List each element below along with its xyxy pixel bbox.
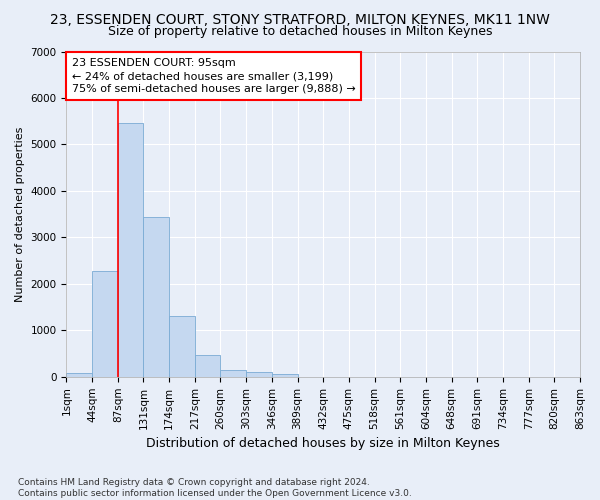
Bar: [195, 356, 220, 377]
Bar: [118, 123, 143, 377]
Text: 23, ESSENDEN COURT, STONY STRATFORD, MILTON KEYNES, MK11 1NW: 23, ESSENDEN COURT, STONY STRATFORD, MIL…: [50, 12, 550, 26]
Bar: [92, 272, 118, 377]
Bar: [67, 374, 92, 377]
Bar: [272, 374, 298, 377]
Y-axis label: Number of detached properties: Number of detached properties: [15, 126, 25, 302]
Bar: [246, 372, 272, 377]
Bar: [169, 316, 195, 377]
Text: 23 ESSENDEN COURT: 95sqm
← 24% of detached houses are smaller (3,199)
75% of sem: 23 ESSENDEN COURT: 95sqm ← 24% of detach…: [71, 58, 355, 94]
Bar: [220, 370, 246, 377]
Text: Contains HM Land Registry data © Crown copyright and database right 2024.
Contai: Contains HM Land Registry data © Crown c…: [18, 478, 412, 498]
Text: Size of property relative to detached houses in Milton Keynes: Size of property relative to detached ho…: [108, 25, 492, 38]
X-axis label: Distribution of detached houses by size in Milton Keynes: Distribution of detached houses by size …: [146, 437, 500, 450]
Bar: [143, 217, 169, 377]
